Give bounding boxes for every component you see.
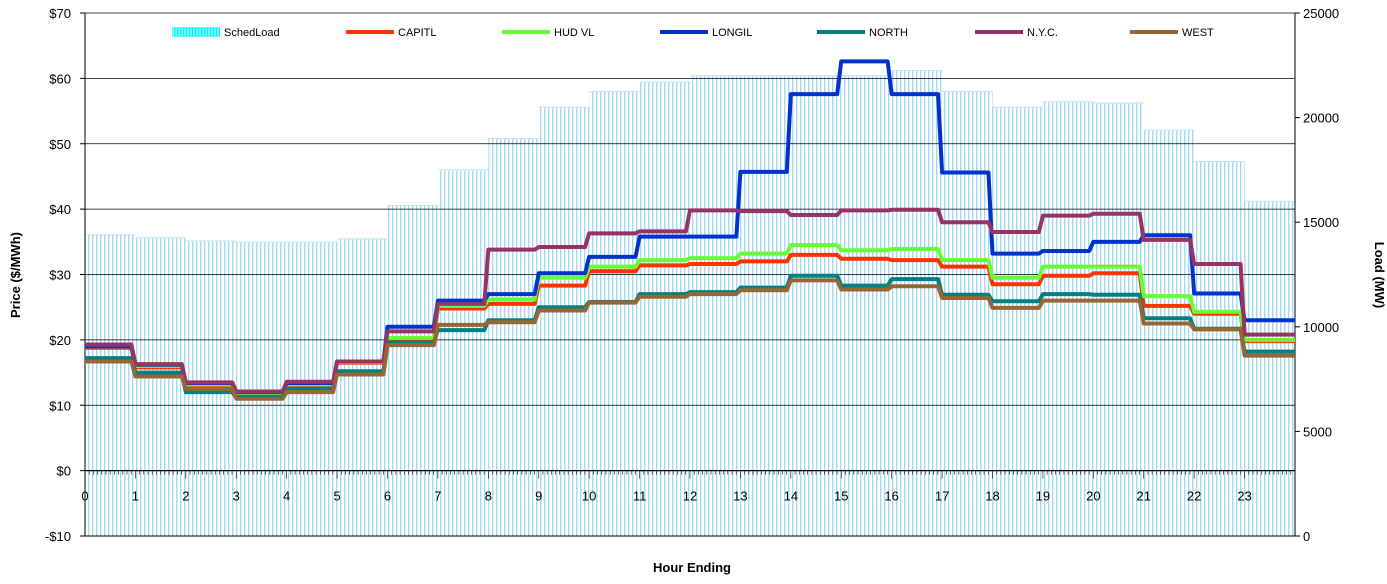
load-bar xyxy=(1143,130,1195,537)
y2-tick-label: 5000 xyxy=(1303,424,1332,439)
x-tick-label: 5 xyxy=(333,489,340,504)
y-tick-label: $30 xyxy=(49,268,71,283)
x-tick-label: 20 xyxy=(1086,489,1100,504)
y-axis-title: Price ($/MWh) xyxy=(8,232,23,318)
x-tick-label: 19 xyxy=(1036,489,1050,504)
y-tick-label: $10 xyxy=(49,398,71,413)
legend-label-north: NORTH xyxy=(869,27,908,39)
x-tick-label: 4 xyxy=(283,489,290,504)
load-bar xyxy=(1093,102,1144,537)
x-tick-label: 18 xyxy=(985,489,999,504)
load-bar xyxy=(790,75,842,536)
load-bar xyxy=(538,107,590,536)
x-tick-label: 8 xyxy=(485,489,492,504)
load-bar xyxy=(891,70,943,536)
y2-tick-label: 0 xyxy=(1303,529,1310,544)
legend-label-west: WEST xyxy=(1182,27,1214,39)
y2-tick-label: 15000 xyxy=(1303,215,1339,230)
series-line-west xyxy=(85,278,1295,401)
x-tick-label: 22 xyxy=(1187,489,1201,504)
y-tick-label: $70 xyxy=(49,6,71,21)
y2-tick-label: 10000 xyxy=(1303,320,1339,335)
x-tick-label: 1 xyxy=(132,489,139,504)
legend-label-hud-vl: HUD VL xyxy=(554,27,594,39)
x-tick-label: 11 xyxy=(633,489,647,504)
load-bar xyxy=(1042,101,1094,536)
y-tick-label: -$10 xyxy=(45,529,71,544)
load-bar xyxy=(1194,161,1245,537)
y-tick-label: $50 xyxy=(49,137,71,152)
load-bar xyxy=(135,237,186,536)
y-tick-label: $60 xyxy=(49,71,71,86)
x-tick-label: 23 xyxy=(1237,489,1251,504)
y2-tick-label: 25000 xyxy=(1303,6,1339,21)
y2-tick-label: 20000 xyxy=(1303,111,1339,126)
load-bar xyxy=(488,138,539,536)
load-bar xyxy=(639,82,690,536)
legend-label-capitl: CAPITL xyxy=(398,27,437,39)
legend-label-n-y-c: N.Y.C. xyxy=(1027,27,1058,39)
x-tick-label: 6 xyxy=(384,489,391,504)
x-tick-label: 9 xyxy=(535,489,542,504)
load-bar xyxy=(841,75,892,536)
x-tick-label: 7 xyxy=(434,489,441,504)
x-tick-label: 0 xyxy=(81,489,88,504)
x-tick-label: 15 xyxy=(834,489,848,504)
load-bar xyxy=(690,75,741,536)
load-bar xyxy=(942,91,993,536)
load-bar xyxy=(85,234,136,536)
x-tick-label: 14 xyxy=(784,489,798,504)
load-bar xyxy=(992,107,1043,536)
load-bars xyxy=(85,70,1295,537)
load-bar xyxy=(589,91,640,536)
x-tick-label: 2 xyxy=(182,489,189,504)
x-tick-label: 21 xyxy=(1137,489,1151,504)
load-bar xyxy=(740,75,791,536)
x-tick-label: 12 xyxy=(683,489,697,504)
price-lines xyxy=(85,59,1295,401)
y-tick-label: $20 xyxy=(49,333,71,348)
load-bar xyxy=(387,205,438,537)
x-tick-label: 3 xyxy=(233,489,240,504)
x-tick-label: 17 xyxy=(935,489,949,504)
series-line-n-y-c xyxy=(85,207,1295,394)
load-bar xyxy=(1244,201,1295,536)
y-tick-label: $0 xyxy=(57,464,71,479)
y-tick-label: $40 xyxy=(49,202,71,217)
legend: SchedLoad CAPITL HUD VL LONGIL NORTH N.Y.C. WE… xyxy=(172,27,1214,39)
x-tick-label: 10 xyxy=(582,489,596,504)
load-bar xyxy=(236,242,287,536)
legend-label-longil: LONGIL xyxy=(712,27,752,39)
x-tick-label: 13 xyxy=(733,489,747,504)
axes: -$10$0$10$20$30$40$50$60$700500010000150… xyxy=(45,6,1339,544)
load-bar xyxy=(437,169,489,536)
legend-label-schedload: SchedLoad xyxy=(224,27,280,39)
x-tick-label: 16 xyxy=(884,489,898,504)
y2-axis-title: Load (MW) xyxy=(1372,242,1387,308)
load-bar xyxy=(337,238,388,536)
x-axis-title: Hour Ending xyxy=(653,560,731,575)
legend-swatch-schedload xyxy=(172,27,220,37)
